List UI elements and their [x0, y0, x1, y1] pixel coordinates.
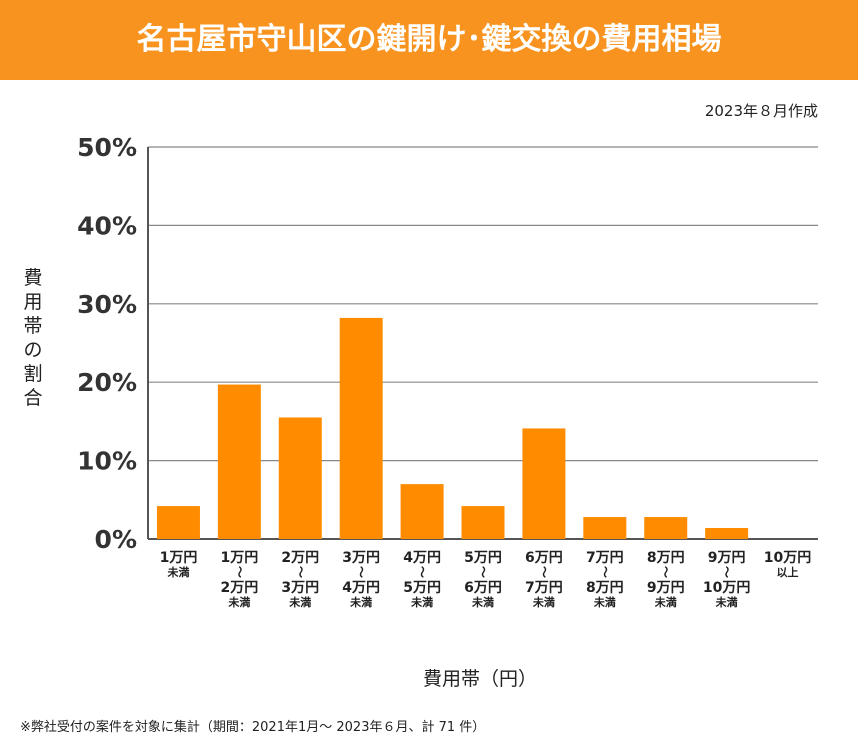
y-tick-label: 40%: [77, 211, 137, 240]
footnote: ※弊社受付の案件を対象に集計（期間：2021年1月～ 2023年６月、計 71 …: [20, 720, 486, 735]
x-tick-label: 未満: [349, 595, 372, 609]
x-tick-label: 未満: [227, 595, 250, 609]
x-tick-label: ～: [293, 566, 307, 578]
x-tick-label: 1万円: [160, 550, 198, 566]
x-tick-label: 未満: [532, 595, 555, 609]
x-tick-label: ～: [415, 566, 429, 578]
x-tick-label: 3万円: [342, 550, 380, 566]
x-tick-label: 未満: [288, 595, 311, 609]
x-tick-label: ～: [720, 566, 734, 578]
x-tick-label: 8万円: [586, 580, 624, 596]
x-tick-label: 3万円: [281, 580, 319, 596]
x-tick-label: 7万円: [525, 580, 563, 596]
x-tick-label: ～: [659, 566, 673, 578]
bar: [644, 517, 688, 539]
chart-title: 名古屋市守山区の鍵開け･鍵交換の費用相場: [0, 0, 858, 80]
bar: [278, 417, 322, 539]
x-tick-label: 6万円: [464, 580, 502, 596]
x-tick-label: 4万円: [342, 580, 380, 596]
x-axis-label: 費用帯（円）: [422, 668, 537, 690]
x-tick-label: 5万円: [464, 550, 502, 566]
x-tick-label: ～: [354, 566, 368, 578]
x-tick-label: 4万円: [403, 550, 441, 566]
x-tick-label: 10万円: [764, 550, 811, 566]
bar: [461, 506, 505, 539]
y-tick-label: 10%: [77, 447, 137, 476]
bar: [217, 384, 261, 539]
x-tick-label: 8万円: [647, 550, 685, 566]
x-tick-label: ～: [537, 566, 551, 578]
x-tick-label: 未満: [166, 565, 189, 579]
x-tick-label: 未満: [410, 595, 433, 609]
y-tick-label: 50%: [77, 133, 137, 162]
x-tick-label: 未満: [715, 595, 738, 609]
bar: [400, 484, 444, 539]
x-tick-label: 未満: [654, 595, 677, 609]
bar: [156, 506, 200, 539]
y-axis-label: 費用帯の割合: [23, 267, 43, 409]
x-tick-label: 9万円: [647, 580, 685, 596]
bar: [705, 528, 749, 539]
bar: [339, 317, 383, 539]
x-tick-label: ～: [476, 566, 490, 578]
x-tick-label: 以上: [777, 565, 799, 579]
created-date: 2023年８月作成: [704, 102, 818, 120]
y-tick-label: 0%: [95, 525, 137, 554]
x-tick-label: 7万円: [586, 550, 624, 566]
x-tick-label: 9万円: [708, 550, 746, 566]
x-tick-label: 2万円: [220, 580, 258, 596]
y-tick-label: 20%: [77, 368, 137, 397]
x-tick-label: 1万円: [220, 550, 258, 566]
x-tick-label: 未満: [471, 595, 494, 609]
x-tick-label: 5万円: [403, 580, 441, 596]
x-tick-label: 6万円: [525, 550, 563, 566]
x-tick-label: 未満: [593, 595, 616, 609]
x-tick-label: 2万円: [281, 550, 319, 566]
x-tick-label: ～: [598, 566, 612, 578]
bar: [583, 517, 627, 539]
bar: [522, 428, 566, 539]
x-tick-label: 10万円: [703, 580, 750, 596]
y-tick-label: 30%: [77, 290, 137, 319]
x-tick-label: ～: [232, 566, 246, 578]
